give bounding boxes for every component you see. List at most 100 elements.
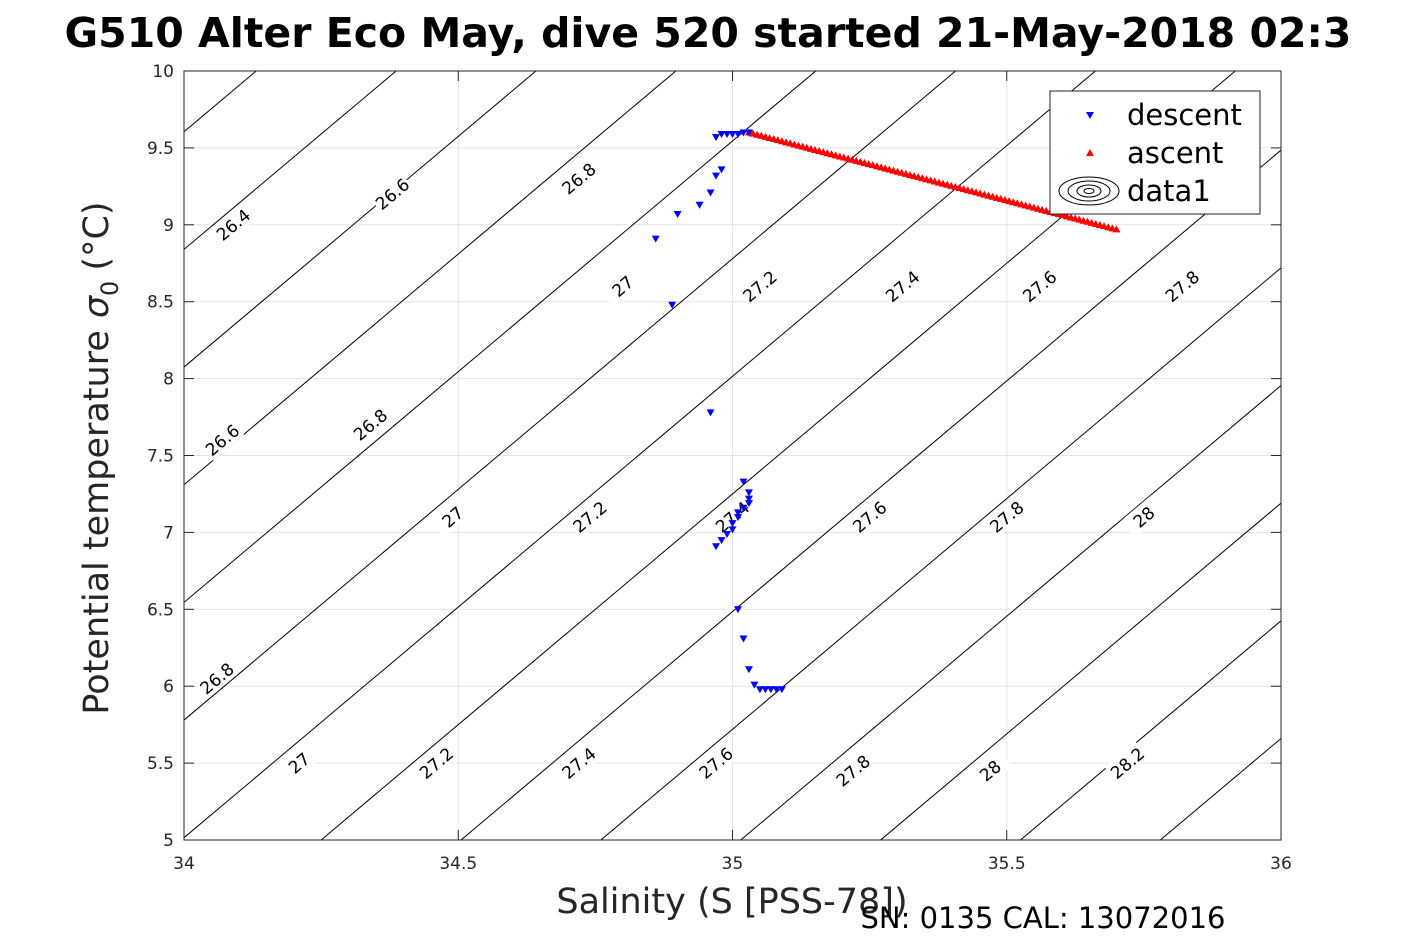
y-tick-label: 6 — [163, 677, 174, 697]
contour-label-halo — [566, 494, 612, 538]
contour-label-halo — [413, 741, 459, 784]
y-axis-label-unit: (°C) — [77, 201, 117, 270]
descent-point — [733, 131, 742, 139]
contour-label-halo — [830, 748, 875, 792]
y-tick-label: 8.5 — [147, 293, 174, 313]
descent-point — [744, 129, 753, 137]
legend: descent ascent data1 — [1049, 90, 1261, 215]
x-tick-label: 34.5 — [439, 854, 477, 874]
descent-point — [728, 526, 737, 534]
descent-point — [744, 495, 753, 503]
contour-label-halo — [347, 402, 393, 446]
density-contour-line — [600, 267, 1281, 840]
x-axis-ticks: 34 34.5 35 35.5 36 — [173, 71, 1292, 874]
contour-label-halo — [199, 418, 245, 461]
contour-label-halo — [276, 741, 321, 784]
y-tick-label: 5 — [163, 831, 174, 851]
contour-label-halo — [555, 156, 601, 200]
contour-label-halo — [879, 264, 925, 307]
descent-point — [772, 686, 781, 694]
descent-point — [755, 686, 764, 694]
y-tick-label: 9 — [163, 216, 174, 236]
descent-point — [712, 543, 721, 551]
descent-point — [739, 478, 748, 486]
descent-point — [733, 514, 742, 522]
contour-label-halo — [846, 494, 892, 538]
descent-point — [733, 606, 742, 614]
y-tick-label: 7 — [163, 523, 174, 543]
contour-label-halo — [193, 656, 239, 700]
contour-label-halo — [1159, 264, 1205, 307]
contour-label-halo — [967, 748, 1013, 792]
descent-point — [750, 681, 759, 689]
x-tick-label: 34 — [173, 854, 195, 874]
contour-label-halo — [1104, 741, 1150, 784]
contour-label-halo — [1120, 494, 1166, 538]
descent-point — [728, 520, 737, 528]
descent-point — [761, 686, 770, 694]
descent-point — [728, 131, 737, 139]
y-axis-label-text: Potential temperature — [77, 330, 117, 714]
legend-ascent-label: ascent — [1127, 136, 1223, 170]
density-contour-line — [1020, 620, 1281, 840]
descent-point — [651, 235, 660, 243]
contour-label-halo — [369, 171, 415, 215]
descent-point — [744, 666, 753, 674]
descent-point — [744, 489, 753, 497]
descent-point — [717, 537, 726, 545]
x-axis-label: Salinity (S [PSS-78]) — [556, 882, 907, 922]
descent-point — [673, 211, 682, 219]
y-axis-label-subscript: 0 — [96, 281, 124, 296]
density-contour-line — [184, 71, 397, 251]
legend-descent-label: descent — [1127, 98, 1242, 132]
descent-point — [712, 134, 721, 142]
contour-label-halo — [693, 741, 738, 784]
x-tick-label: 35 — [722, 854, 744, 874]
descent-point — [744, 500, 753, 508]
density-contour-line — [740, 384, 1281, 840]
contour-label-halo — [983, 494, 1029, 538]
legend-data1-label: data1 — [1127, 174, 1211, 208]
chart-title: G510 Alter Eco May, dive 520 started 21-… — [65, 9, 1352, 57]
descent-series — [651, 129, 786, 694]
density-contour-line — [184, 71, 956, 721]
y-tick-label: 10 — [152, 62, 174, 82]
contour-label-halo — [1016, 264, 1062, 307]
legend-contour-icon — [1058, 176, 1120, 206]
y-axis-label-symbol: σ — [77, 294, 117, 318]
descent-point — [717, 166, 726, 174]
descent-point — [706, 189, 715, 197]
y-axis-label: Potential temperature σ0 (°C) — [77, 201, 124, 714]
y-tick-label: 9.5 — [147, 139, 174, 159]
descent-point — [717, 131, 726, 139]
contour-label-halo — [429, 494, 475, 538]
ascent-point — [1112, 225, 1121, 233]
descent-point — [712, 172, 721, 180]
contour-label-halo — [210, 202, 256, 246]
descent-point — [739, 635, 748, 643]
descent-point — [733, 509, 742, 517]
descent-point — [706, 409, 715, 417]
descent-point — [739, 129, 748, 137]
contour-label-halo — [555, 741, 601, 784]
y-tick-label: 6.5 — [147, 600, 174, 620]
y-tick-label: 5.5 — [147, 754, 174, 774]
contour-label-halo — [599, 264, 645, 307]
legend-ascent-marker — [1086, 149, 1094, 156]
descent-point — [739, 504, 748, 512]
descent-point — [723, 131, 732, 139]
x-tick-label: 35.5 — [988, 854, 1026, 874]
legend-descent-marker — [1086, 112, 1094, 119]
y-tick-label: 8 — [163, 370, 174, 390]
density-contour-line — [1300, 71, 1417, 840]
descent-point — [777, 686, 786, 694]
density-contour-line — [880, 502, 1281, 840]
density-contour-line — [184, 71, 817, 604]
descent-point — [668, 301, 677, 309]
descent-point — [695, 201, 704, 209]
y-tick-label: 7.5 — [147, 447, 174, 467]
y-axis-ticks: 5 5.5 6 6.5 7 7.5 8 8.5 9 9.5 10 — [147, 62, 1281, 851]
footer-serial-info: SN: 0135 CAL: 13072016 — [861, 901, 1226, 935]
legend-box — [1049, 90, 1261, 215]
